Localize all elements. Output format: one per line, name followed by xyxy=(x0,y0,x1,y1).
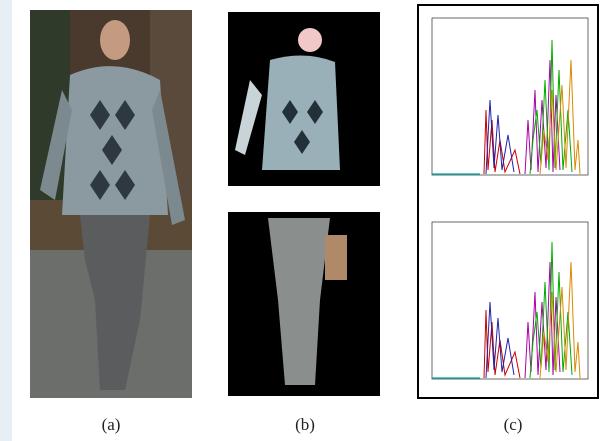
segment-b-top xyxy=(228,12,380,186)
page: (a) (b) (c) (() => { const data = JSON.p… xyxy=(0,0,606,441)
side-strip xyxy=(0,0,12,441)
figure: (a) (b) (c) xyxy=(0,0,606,441)
segment-b-bottom xyxy=(228,212,380,396)
panel-label: (c) xyxy=(504,415,523,434)
panel-label: (b) xyxy=(295,415,315,434)
panel-label: (a) xyxy=(102,415,121,434)
photo-a xyxy=(30,10,192,398)
